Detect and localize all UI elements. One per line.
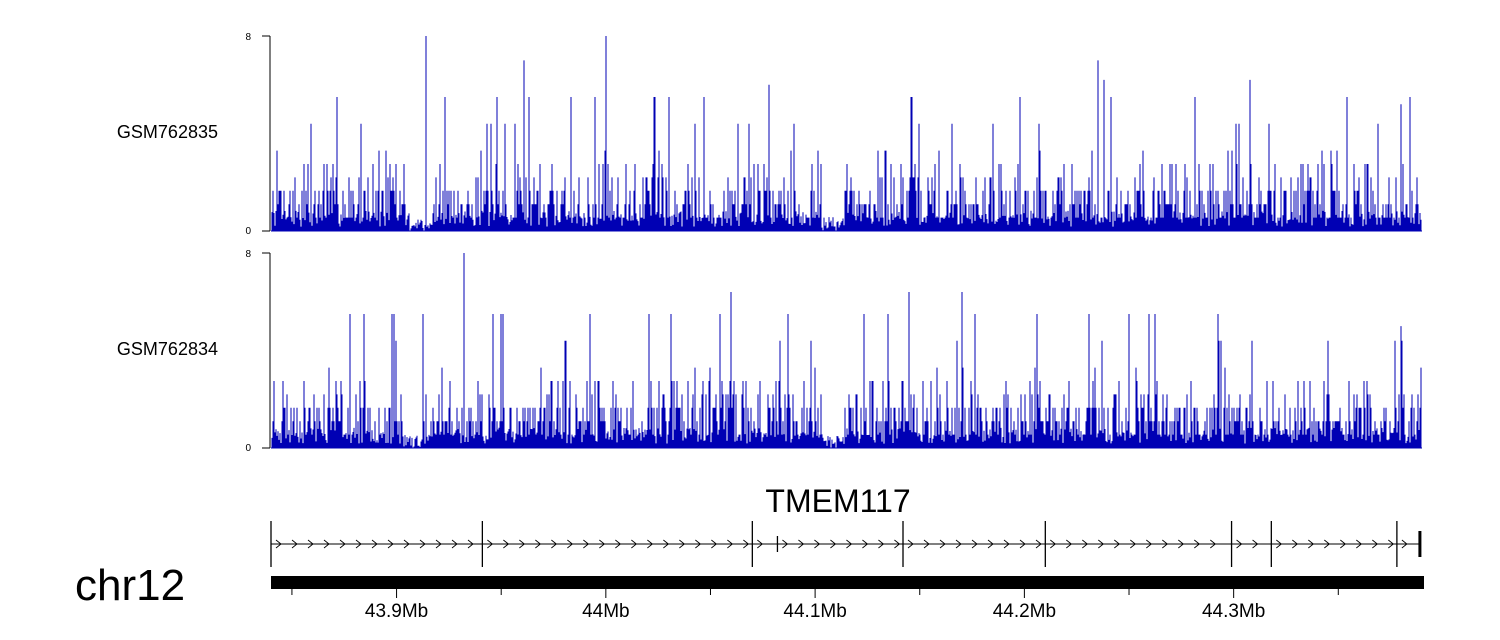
track-1-y-axis: 8 0 — [245, 32, 271, 237]
track-2-y-tick-label-max: 8 — [245, 249, 251, 260]
strand-arrow — [1292, 539, 1299, 549]
strand-arrow — [814, 539, 821, 549]
track-1-label: GSM762835 — [117, 122, 218, 142]
x-tick-label: 43.9Mb — [365, 601, 428, 622]
strand-arrow — [535, 539, 542, 549]
strand-arrow — [307, 539, 314, 549]
strand-arrow — [1308, 539, 1315, 549]
strand-arrow — [907, 539, 914, 549]
strand-arrow — [1356, 539, 1363, 549]
strand-arrow — [971, 539, 978, 549]
strand-arrow — [878, 539, 885, 549]
track-2-label: GSM762834 — [117, 339, 218, 359]
strand-arrow — [1276, 539, 1283, 549]
strand-arrow — [551, 539, 558, 549]
gene-exon — [1418, 531, 1422, 557]
strand-arrow — [615, 539, 622, 549]
strand-arrow — [583, 539, 590, 549]
gene-name: TMEM117 — [765, 483, 910, 519]
gene-model: TMEM117 — [270, 483, 1422, 567]
track-1: GSM762835 8 0 — [117, 32, 1422, 237]
strand-arrow — [711, 539, 718, 549]
strand-arrow — [1050, 539, 1057, 549]
strand-arrow — [923, 539, 930, 549]
strand-arrow — [1098, 539, 1105, 549]
strand-arrow — [1388, 539, 1395, 549]
strand-arrow — [371, 539, 378, 549]
strand-arrow — [1035, 539, 1042, 549]
gene-strand-arrows — [275, 539, 1408, 549]
strand-arrow — [339, 539, 346, 549]
strand-arrow — [1340, 539, 1347, 549]
strand-arrow — [798, 539, 805, 549]
strand-arrow — [1130, 539, 1137, 549]
chromosome-label: chr12 — [75, 561, 185, 610]
strand-arrow — [862, 539, 869, 549]
strand-arrow — [323, 539, 330, 549]
strand-arrow — [419, 539, 426, 549]
strand-arrow — [1372, 539, 1379, 549]
strand-arrow — [1252, 539, 1259, 549]
strand-arrow — [663, 539, 670, 549]
strand-arrow — [782, 539, 789, 549]
strand-arrow — [1401, 539, 1408, 549]
strand-arrow — [846, 539, 853, 549]
strand-arrow — [1114, 539, 1121, 549]
strand-arrow — [987, 539, 994, 549]
strand-arrow — [275, 539, 282, 549]
x-tick-label: 44.2Mb — [993, 601, 1056, 622]
track-2-signal — [271, 253, 1422, 449]
strand-arrow — [743, 539, 750, 549]
x-tick-label: 44Mb — [582, 601, 630, 622]
strand-arrow — [679, 539, 686, 549]
track-2-y-tick-label-min: 0 — [245, 443, 251, 454]
strand-arrow — [939, 539, 946, 549]
strand-arrow — [387, 539, 394, 549]
strand-arrow — [291, 539, 298, 549]
strand-arrow — [1178, 539, 1185, 549]
strand-arrow — [894, 539, 901, 549]
strand-arrow — [695, 539, 702, 549]
track-1-y-tick-label-max: 8 — [245, 32, 251, 43]
strand-arrow — [435, 539, 442, 549]
strand-arrow — [1162, 539, 1169, 549]
strand-arrow — [451, 539, 458, 549]
strand-arrow — [1210, 539, 1217, 549]
strand-arrow — [567, 539, 574, 549]
strand-arrow — [1082, 539, 1089, 549]
x-tick-label: 44.3Mb — [1202, 601, 1265, 622]
x-axis-ticks: 43.9Mb 44Mb 44.1Mb 44.2Mb 44.3Mb — [291, 589, 1339, 622]
strand-arrow — [1236, 539, 1243, 549]
track-1-signal — [271, 36, 1422, 232]
strand-arrow — [1146, 539, 1153, 549]
strand-arrow — [467, 539, 474, 549]
track-2-y-axis: 8 0 — [245, 249, 271, 454]
strand-arrow — [631, 539, 638, 549]
genome-axis: chr12 43.9Mb 44Mb 44.1Mb 44.2Mb 44.3Mb — [75, 561, 1424, 622]
gene-exons — [270, 521, 1422, 567]
strand-arrow — [487, 539, 494, 549]
chromosome-bar — [271, 576, 1424, 589]
strand-arrow — [519, 539, 526, 549]
track-1-y-tick-label-min: 0 — [245, 226, 251, 237]
strand-arrow — [830, 539, 837, 549]
strand-arrow — [727, 539, 734, 549]
strand-arrow — [503, 539, 510, 549]
strand-arrow — [955, 539, 962, 549]
strand-arrow — [599, 539, 606, 549]
strand-arrow — [355, 539, 362, 549]
strand-arrow — [647, 539, 654, 549]
strand-arrow — [1066, 539, 1073, 549]
track-2: GSM762834 8 0 — [117, 249, 1422, 454]
strand-arrow — [757, 539, 764, 549]
strand-arrow — [403, 539, 410, 549]
strand-arrow — [1194, 539, 1201, 549]
x-tick-label: 44.1Mb — [783, 601, 846, 622]
strand-arrow — [1324, 539, 1331, 549]
strand-arrow — [1003, 539, 1010, 549]
strand-arrow — [1019, 539, 1026, 549]
